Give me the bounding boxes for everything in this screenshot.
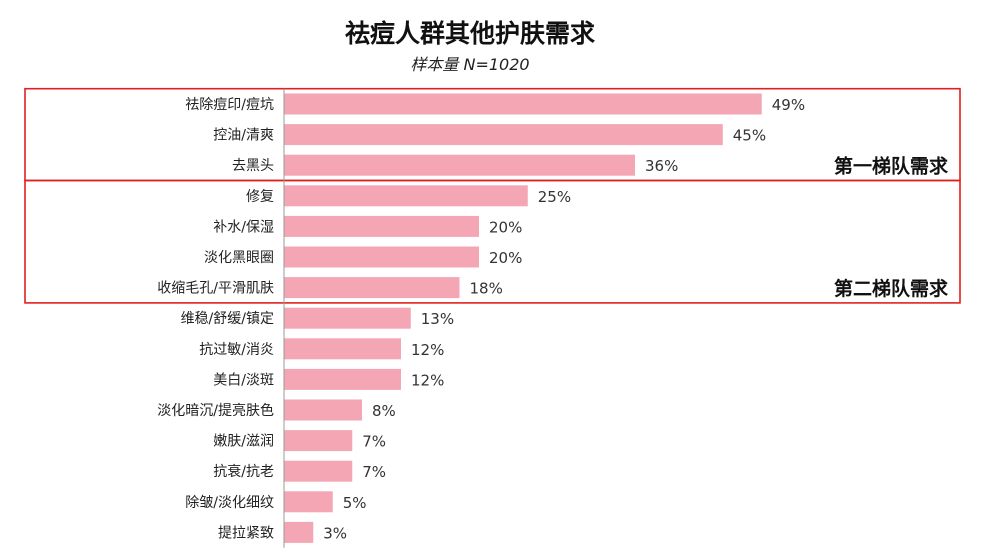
chart-subtitle: 样本量 N=1020 <box>410 55 530 74</box>
category-label: 美白/淡斑 <box>213 372 274 388</box>
category-label: 维稳/舒缓/镇定 <box>181 311 274 327</box>
value-label: 20% <box>489 218 522 236</box>
category-label: 抗过敏/消炎 <box>199 342 274 358</box>
value-label: 7% <box>362 463 386 481</box>
value-label: 25% <box>538 188 571 206</box>
bar <box>284 338 401 360</box>
bar <box>284 491 333 513</box>
bar <box>284 430 353 452</box>
value-label: 13% <box>421 310 454 328</box>
category-label: 去黑头 <box>232 158 274 174</box>
value-label: 5% <box>343 494 367 512</box>
bar <box>284 93 762 115</box>
category-label: 嫩肤/滋润 <box>213 434 274 450</box>
bar <box>284 521 314 543</box>
category-label: 控油/清爽 <box>213 128 274 144</box>
bar <box>284 368 401 390</box>
category-label: 淡化暗沉/提亮肤色 <box>157 402 274 419</box>
bar <box>284 399 362 421</box>
bar <box>284 215 479 237</box>
tier-box-2 <box>24 179 961 304</box>
category-label: 收缩毛孔/平滑肌肤 <box>157 280 274 297</box>
value-label: 12% <box>411 341 444 359</box>
tier-label-1: 第一梯队需求 <box>834 155 949 178</box>
category-label: 抗衰/抗老 <box>213 463 274 480</box>
value-label: 45% <box>733 127 766 145</box>
bar <box>284 277 460 299</box>
value-label: 8% <box>372 402 396 420</box>
tier-label-2: 第二梯队需求 <box>834 277 949 300</box>
value-label: 36% <box>645 157 678 175</box>
category-label: 祛除痘印/痘坑 <box>185 97 274 113</box>
value-label: 12% <box>411 371 444 389</box>
bar <box>284 460 353 482</box>
category-label: 修复 <box>246 188 274 205</box>
bar <box>284 124 723 146</box>
bar <box>284 307 411 329</box>
value-label: 18% <box>470 280 503 298</box>
bar <box>284 246 479 268</box>
value-label: 7% <box>362 433 386 451</box>
chart-title: 祛痘人群其他护肤需求 <box>344 19 595 48</box>
value-label: 20% <box>489 249 522 267</box>
category-label: 淡化黑眼圈 <box>204 250 274 266</box>
value-label: 49% <box>772 96 805 114</box>
category-label: 补水/保湿 <box>213 219 274 235</box>
value-label: 3% <box>323 524 347 542</box>
bar <box>284 154 635 176</box>
category-label: 提拉紧致 <box>218 525 274 541</box>
category-label: 除皱/淡化细纹 <box>185 495 274 511</box>
bar <box>284 185 528 207</box>
